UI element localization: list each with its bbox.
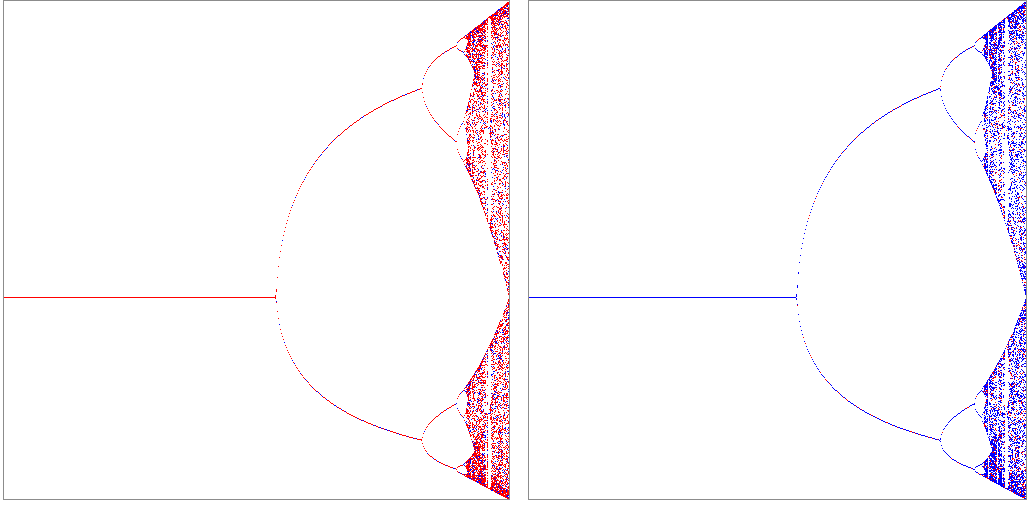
panel-frame [528, 0, 1027, 500]
panel-frame [3, 0, 510, 500]
